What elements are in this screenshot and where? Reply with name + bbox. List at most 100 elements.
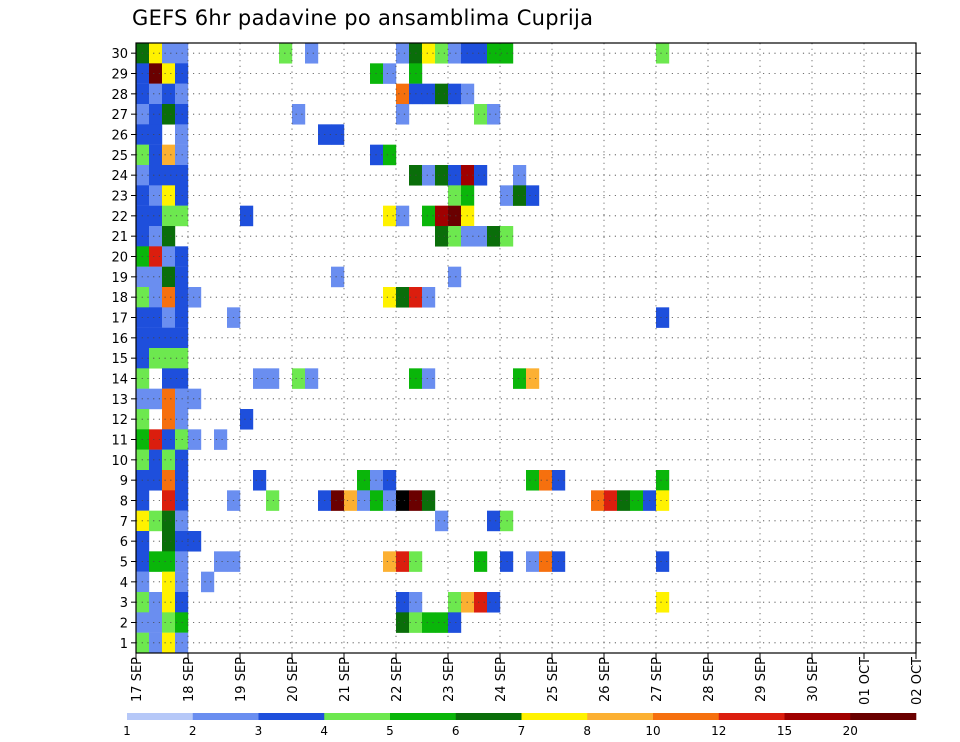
heatmap-cell <box>162 388 176 410</box>
heatmap-cell <box>214 551 228 572</box>
colorbar-label: 1 <box>123 724 131 738</box>
heatmap-cell <box>149 144 163 166</box>
heatmap-cell <box>357 490 371 511</box>
heatmap-cell <box>474 165 488 186</box>
heatmap-cell <box>162 632 176 654</box>
heatmap-cell <box>344 490 358 511</box>
heatmap-cell <box>188 388 202 410</box>
heatmap-cell <box>266 368 280 389</box>
colorbar-segment <box>521 713 588 720</box>
heatmap-cell <box>487 226 501 247</box>
heatmap-cell <box>383 205 397 227</box>
heatmap-cell <box>396 592 410 613</box>
y-tick-label: 13 <box>111 393 128 408</box>
heatmap-cell <box>435 226 449 247</box>
heatmap-cell <box>396 551 410 572</box>
heatmap-cell <box>188 429 202 450</box>
y-tick-label: 29 <box>111 68 128 83</box>
heatmap-cell <box>149 124 163 145</box>
heatmap-cell <box>149 612 163 633</box>
heatmap-cell <box>435 165 449 186</box>
heatmap-cell <box>422 612 436 633</box>
colorbar-segment <box>850 713 917 720</box>
colorbar-segment <box>653 713 720 720</box>
heatmap-cell <box>149 510 163 532</box>
heatmap-cell <box>162 226 176 247</box>
heatmap-cell <box>149 429 163 450</box>
heatmap-cell <box>448 43 462 64</box>
heatmap-cell <box>331 490 345 511</box>
heatmap-cell <box>162 429 176 450</box>
heatmap-cell <box>474 226 488 247</box>
heatmap-cell <box>292 368 306 389</box>
y-tick-label: 3 <box>120 596 128 611</box>
heatmap-cell <box>149 307 163 328</box>
heatmap-cell <box>383 287 397 308</box>
heatmap-cell <box>162 63 176 84</box>
heatmap-cell <box>448 165 462 186</box>
heatmap-cell <box>149 43 163 64</box>
heatmap-cell <box>422 205 436 227</box>
heatmap-cell <box>162 287 176 308</box>
heatmap-cell <box>487 592 501 613</box>
heatmap-cell <box>149 470 163 491</box>
heatmap-cell <box>448 266 462 288</box>
heatmap-cell <box>422 490 436 511</box>
heatmap-cell <box>435 510 449 532</box>
y-tick-label: 11 <box>111 434 128 449</box>
heatmap-cell <box>266 490 280 511</box>
heatmap-cell <box>305 43 319 64</box>
colorbar-segment <box>324 713 391 720</box>
colorbar-segment <box>784 713 851 720</box>
heatmap-cell <box>162 185 176 206</box>
x-tick-label: 23 SEP <box>442 657 457 702</box>
heatmap-cell <box>656 43 670 64</box>
y-tick-label: 25 <box>111 149 128 164</box>
heatmap-cell <box>513 368 527 389</box>
y-tick-label: 1 <box>120 637 128 652</box>
heatmap-cell <box>162 368 176 389</box>
heatmap-cell <box>474 551 488 572</box>
y-tick-label: 9 <box>120 474 128 489</box>
heatmap-cell <box>448 83 462 105</box>
x-tick-label: 19 SEP <box>234 657 249 702</box>
heatmap-cell <box>162 205 176 227</box>
heatmap-cell <box>162 510 176 532</box>
colorbar-segment <box>587 713 654 720</box>
colorbar-segment <box>390 713 457 720</box>
colorbar-label: 2 <box>189 724 197 738</box>
heatmap-cell <box>149 266 163 288</box>
heatmap-cell <box>630 490 644 511</box>
colorbar-segment <box>192 713 259 720</box>
heatmap-cell <box>149 551 163 572</box>
x-tick-label: 21 SEP <box>338 657 353 702</box>
heatmap-cell <box>149 287 163 308</box>
heatmap-cell <box>162 571 176 593</box>
heatmap-cell <box>422 83 436 105</box>
y-tick-label: 20 <box>111 251 128 266</box>
heatmap-cell <box>149 63 163 84</box>
heatmap-cell <box>383 144 397 166</box>
heatmap-cell <box>435 43 449 64</box>
heatmap-cell <box>422 287 436 308</box>
y-tick-label: 15 <box>111 352 128 367</box>
heatmap-cell <box>331 124 345 145</box>
heatmap-cell <box>162 165 176 186</box>
heatmap-cell <box>162 327 176 349</box>
y-tick-label: 24 <box>111 169 128 184</box>
heatmap-cell <box>487 104 501 125</box>
x-tick-label: 24 SEP <box>494 657 509 702</box>
heatmap-cell <box>396 104 410 125</box>
x-tick-label: 02 OCT <box>910 657 925 705</box>
heatmap-cell <box>656 592 670 613</box>
y-tick-label: 6 <box>120 535 128 550</box>
x-tick-label: 27 SEP <box>650 657 665 702</box>
heatmap-cell <box>474 592 488 613</box>
heatmap-cell <box>162 551 176 572</box>
heatmap-cell <box>513 165 527 186</box>
heatmap-cell <box>162 470 176 491</box>
heatmap-cell <box>513 185 527 206</box>
y-tick-label: 8 <box>120 495 128 510</box>
